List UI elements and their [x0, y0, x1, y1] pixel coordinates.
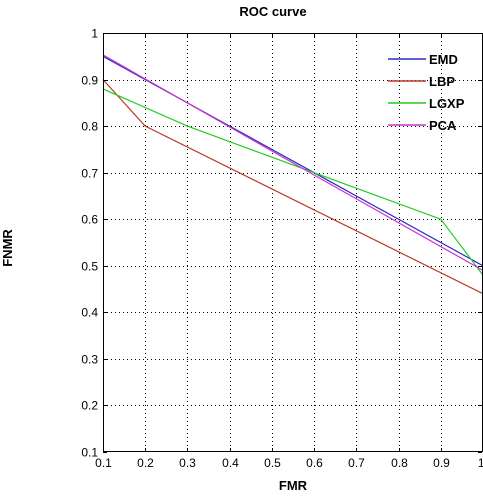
plot-frame [103, 33, 483, 452]
x-tick-label: 0.6 [306, 456, 323, 470]
y-tick-label: 0.1 [81, 446, 98, 460]
y-tick-label: 0.4 [81, 306, 98, 320]
x-tick-label: 0.2 [137, 456, 154, 470]
series-lines [102, 54, 483, 295]
y-tick-label: 0.2 [81, 399, 98, 413]
x-axis-title: FMR [279, 478, 308, 493]
y-tick-label: 0.9 [81, 74, 98, 88]
x-tick-label: 0.5 [264, 456, 281, 470]
series-line-lgxp [102, 88, 483, 276]
y-tick-label: 0.6 [81, 213, 98, 227]
chart-title: ROC curve [239, 4, 306, 19]
legend-label-emd: EMD [429, 52, 458, 67]
x-tick-label: 0.7 [348, 456, 365, 470]
series-line-pca [102, 54, 483, 271]
x-tick-label: 0.1 [95, 456, 112, 470]
legend-label-pca: PCA [429, 118, 457, 133]
legend-label-lgxp: LGXP [429, 96, 465, 111]
y-tick-label: 0.5 [81, 260, 98, 274]
y-tick-label: 1 [91, 27, 98, 41]
y-tick-label: 0.3 [81, 353, 98, 367]
legend-label-lbp: LBP [429, 74, 455, 89]
grid [103, 33, 483, 452]
series-line-lbp [102, 79, 483, 295]
x-tick-label: 0.9 [433, 456, 450, 470]
legend: EMD LBP LGXP PCA [388, 52, 465, 133]
x-tick-label: 1 [478, 456, 483, 470]
y-tick-label: 0.8 [81, 120, 98, 134]
y-tick-label: 0.7 [81, 167, 98, 181]
x-tick-label: 0.3 [179, 456, 196, 470]
x-tick-label: 0.4 [222, 456, 239, 470]
axis-ticks: 0.1 0.2 0.3 0.4 0.5 0.6 0.7 0.8 0.9 1 0.1 0.2 0.3 0.4… [81, 27, 483, 471]
x-tick-label: 0.8 [391, 456, 408, 470]
y-axis-title: FNMR [0, 229, 15, 267]
